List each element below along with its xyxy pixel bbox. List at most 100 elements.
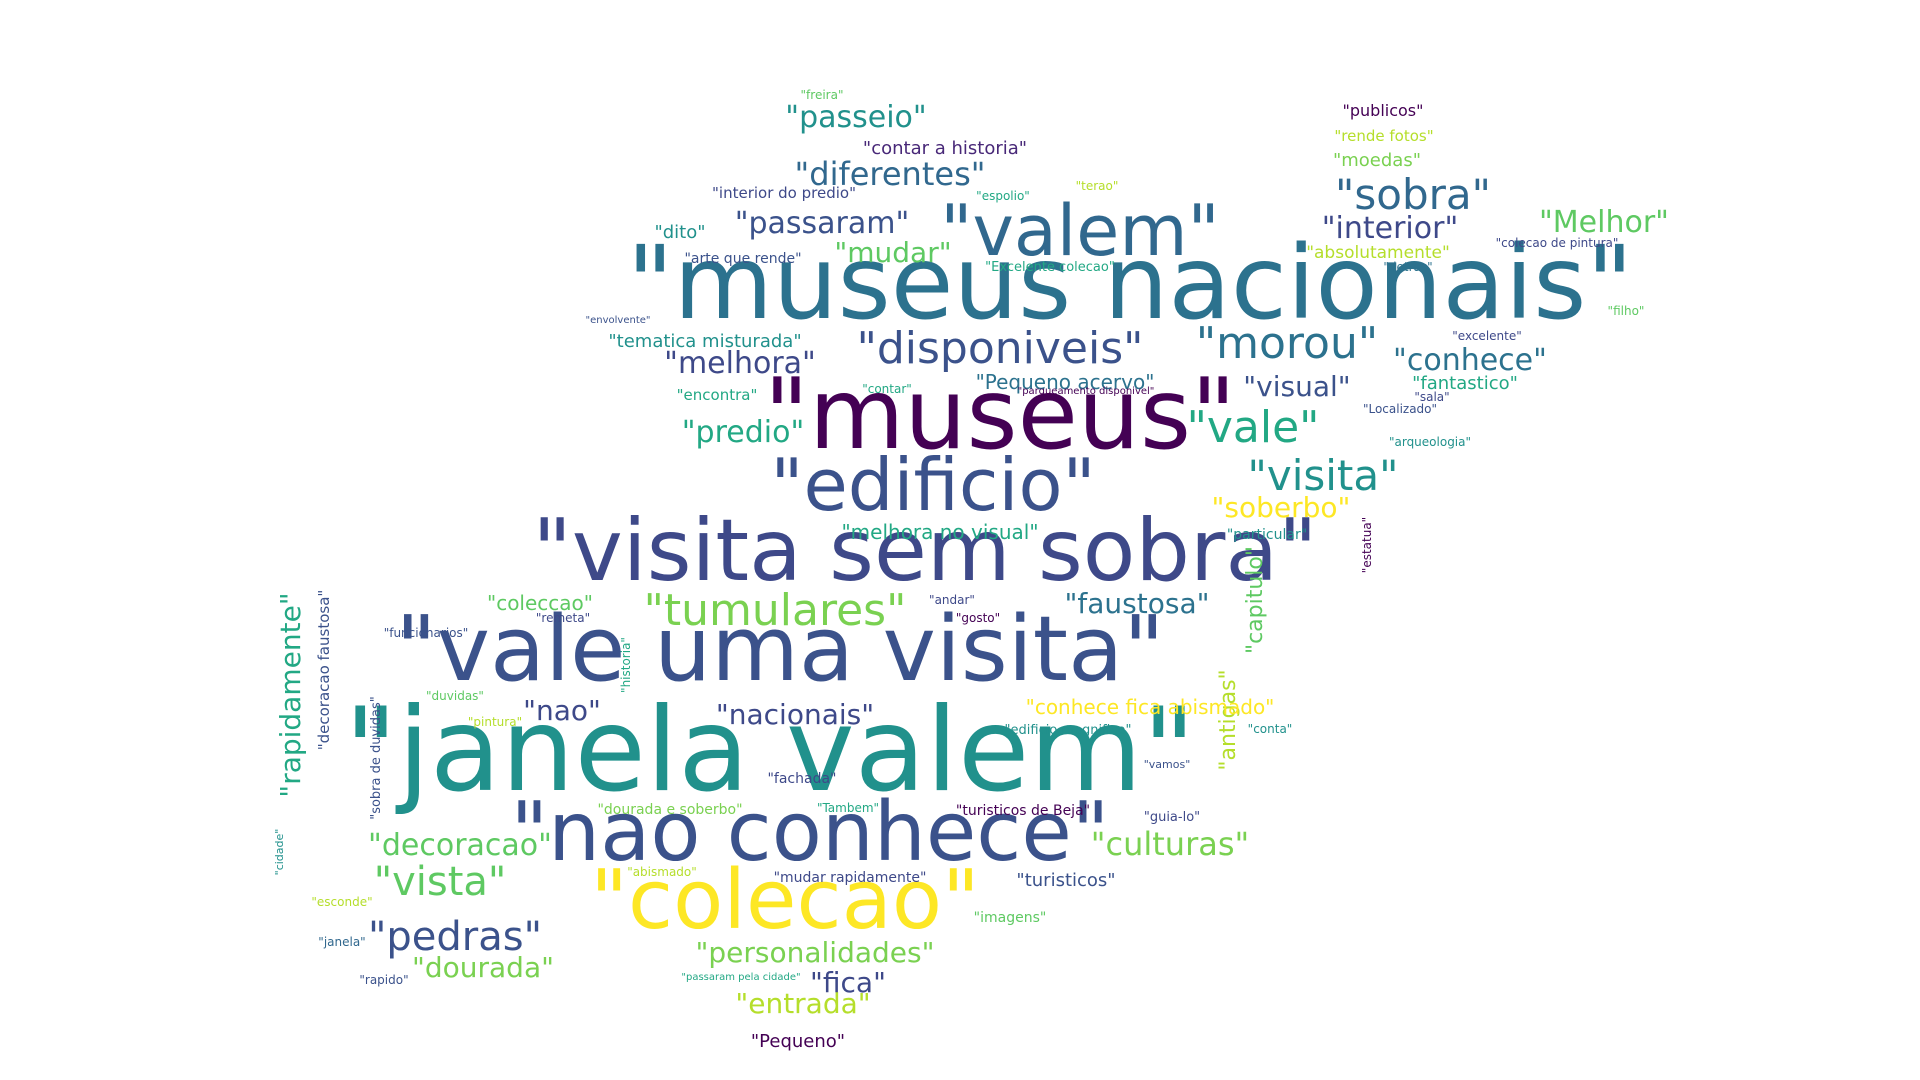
word-predio: "predio" (682, 415, 805, 450)
word-arqueologia: "arqueologia" (1389, 435, 1471, 449)
word-rapido: "rapido" (359, 973, 408, 987)
word-museus: "museus" (764, 358, 1236, 472)
word-soberbo: "soberbo" (1212, 491, 1351, 524)
word-absolutamente: "absolutamente" (1306, 243, 1450, 263)
word-mudar: "mudar" (834, 236, 951, 269)
word-coleccao: "coleccao" (487, 591, 593, 615)
word-cidade: "cidade" (273, 829, 286, 876)
word-passaram: "passaram" (735, 206, 910, 241)
word-faustosa: "faustosa" (1065, 587, 1210, 620)
word-historia: "historia" (619, 637, 633, 693)
word-gosto: "gosto" (956, 611, 1000, 625)
word-fachada: "fachada" (767, 771, 836, 787)
word-diferentes: "diferentes" (795, 155, 986, 193)
word-esconde: "esconde" (311, 895, 372, 909)
word-culturas: "culturas" (1091, 825, 1249, 863)
word-fica: "fica" (810, 966, 886, 999)
word-parqueamento-disponivel: "parqueamento disponivel" (1018, 386, 1155, 397)
word-capitulo: "capitulo" (1243, 546, 1268, 654)
word-envolvente: "envolvente" (586, 315, 651, 326)
word-rende-fotos: "rende fotos" (1334, 127, 1433, 145)
word-visita-sem-sobra: "visita sem sobra" (532, 501, 1317, 601)
word-interior: "interior" (1322, 211, 1459, 246)
word-morou: "morou" (1196, 318, 1378, 369)
word-pequeno: "Pequeno" (751, 1031, 845, 1052)
word-disponiveis: "disponiveis" (857, 323, 1144, 374)
word-tambem: "Tambem" (817, 801, 879, 815)
word-pequeno-acervo: "Pequeno acervo" (976, 370, 1155, 394)
word-vista: "vista" (374, 859, 507, 905)
word-nao-conhece: "nao conhece" (510, 785, 1109, 880)
word-espolio: "espolio" (976, 189, 1030, 203)
word-vamos: "vamos" (1144, 758, 1191, 771)
word-passaram-pela-cidade: "passaram pela cidade" (681, 972, 800, 983)
word-valem: "valem" (940, 190, 1219, 272)
word-conhece: "conhece" (1393, 343, 1547, 378)
word-nacionais: "nacionais" (716, 698, 874, 731)
word-andar: "andar" (929, 593, 975, 607)
word-sobra: "sobra" (1335, 170, 1491, 219)
word-dourada-e-soberbo: "dourada e soberbo" (597, 802, 742, 818)
word-antigas: "antigas" (1216, 669, 1241, 770)
word-decoracao-faustosa: "decoracao faustosa" (315, 590, 333, 751)
word-melhor: "Melhor" (1539, 205, 1669, 240)
word-excelente: "excelente" (1452, 329, 1522, 343)
word-colecao-de-pintura: "colecao de pintura" (1496, 236, 1619, 250)
word-conhece-fica-abismado: "conhece fica abismado" (1026, 695, 1275, 719)
word-fantastico: "fantastico" (1412, 373, 1518, 394)
word-particular: "particular" (1227, 527, 1307, 543)
word-edificio-magnifico: "edificio magnifico" (1005, 723, 1132, 738)
word-publicos: "publicos" (1343, 101, 1424, 120)
word-contar-a-historia: "contar a historia" (863, 138, 1027, 159)
word-museus-nacionais: "museus nacionais" (627, 224, 1634, 343)
word-mudar-rapidamente: "mudar rapidamente" (774, 870, 927, 886)
word-turisticos-de-beja: "turisticos de Beja" (956, 803, 1090, 819)
word-estatua: "estatua" (1360, 517, 1374, 573)
word-visual: "visual" (1243, 370, 1350, 403)
word-sobra-de-duvidas: "sobra de duvidas" (369, 696, 384, 820)
word-freira: "freira" (801, 88, 844, 102)
word-contar: "contar" (862, 382, 912, 396)
word-detras: "detras" (1383, 260, 1432, 274)
word-pintura: "pintura" (468, 715, 522, 729)
word-dourada: "dourada" (412, 951, 554, 984)
word-janela-valem: "janela valem" (344, 683, 1195, 818)
word-entrada: "entrada" (735, 987, 870, 1020)
word-moedas: "moedas" (1333, 150, 1421, 171)
word-guia-lo: "guia-lo" (1144, 810, 1200, 825)
word-nao: "nao" (523, 694, 601, 727)
word-conta: "conta" (1248, 722, 1293, 736)
word-funcionarios: "funcionarios" (384, 626, 469, 640)
word-janela: "janela" (318, 935, 365, 949)
word-decoracao: "decoracao" (368, 828, 552, 863)
word-abismado: "abismado" (627, 865, 697, 879)
word-dito: "dito" (654, 222, 705, 243)
word-vale-uma-visita: "vale uma visita" (395, 597, 1164, 702)
word-sala: "sala" (1414, 390, 1449, 404)
word-melhora-no-visual: "melhora no visual" (841, 520, 1038, 544)
word-encontra: "encontra" (677, 386, 758, 404)
word-vale: "vale" (1187, 402, 1320, 453)
word-arte-que-rende: "arte que rende" (684, 251, 801, 267)
word-filho: "filho" (1608, 304, 1645, 318)
word-tumulares: "tumulares" (644, 585, 907, 636)
word-edificio: "edificio" (770, 443, 1095, 527)
word-terao: "terao" (1076, 179, 1119, 193)
word-imagens: "imagens" (974, 910, 1047, 926)
word-visita: "visita" (1248, 451, 1399, 500)
word-passeio: "passeio" (785, 100, 926, 135)
word-tematica-misturada: "tematica misturada" (608, 331, 801, 352)
word-excelente-colecao: "Excelente colecao" (985, 260, 1115, 275)
word-pedras: "pedras" (368, 914, 542, 960)
word-remeta: "remeta" (536, 611, 590, 625)
word-colecao: "colecao" (590, 853, 979, 948)
word-rapidamente: "rapidamente" (274, 592, 307, 797)
word-localizado: "Localizado" (1363, 402, 1437, 416)
word-interior-do-predio: "interior do predio" (712, 184, 856, 202)
word-personalidades: "personalidades" (696, 936, 935, 969)
word-turisticos: "turisticos" (1016, 870, 1115, 891)
word-melhora: "melhora" (664, 346, 816, 381)
word-duvidas: "duvidas" (426, 689, 484, 703)
